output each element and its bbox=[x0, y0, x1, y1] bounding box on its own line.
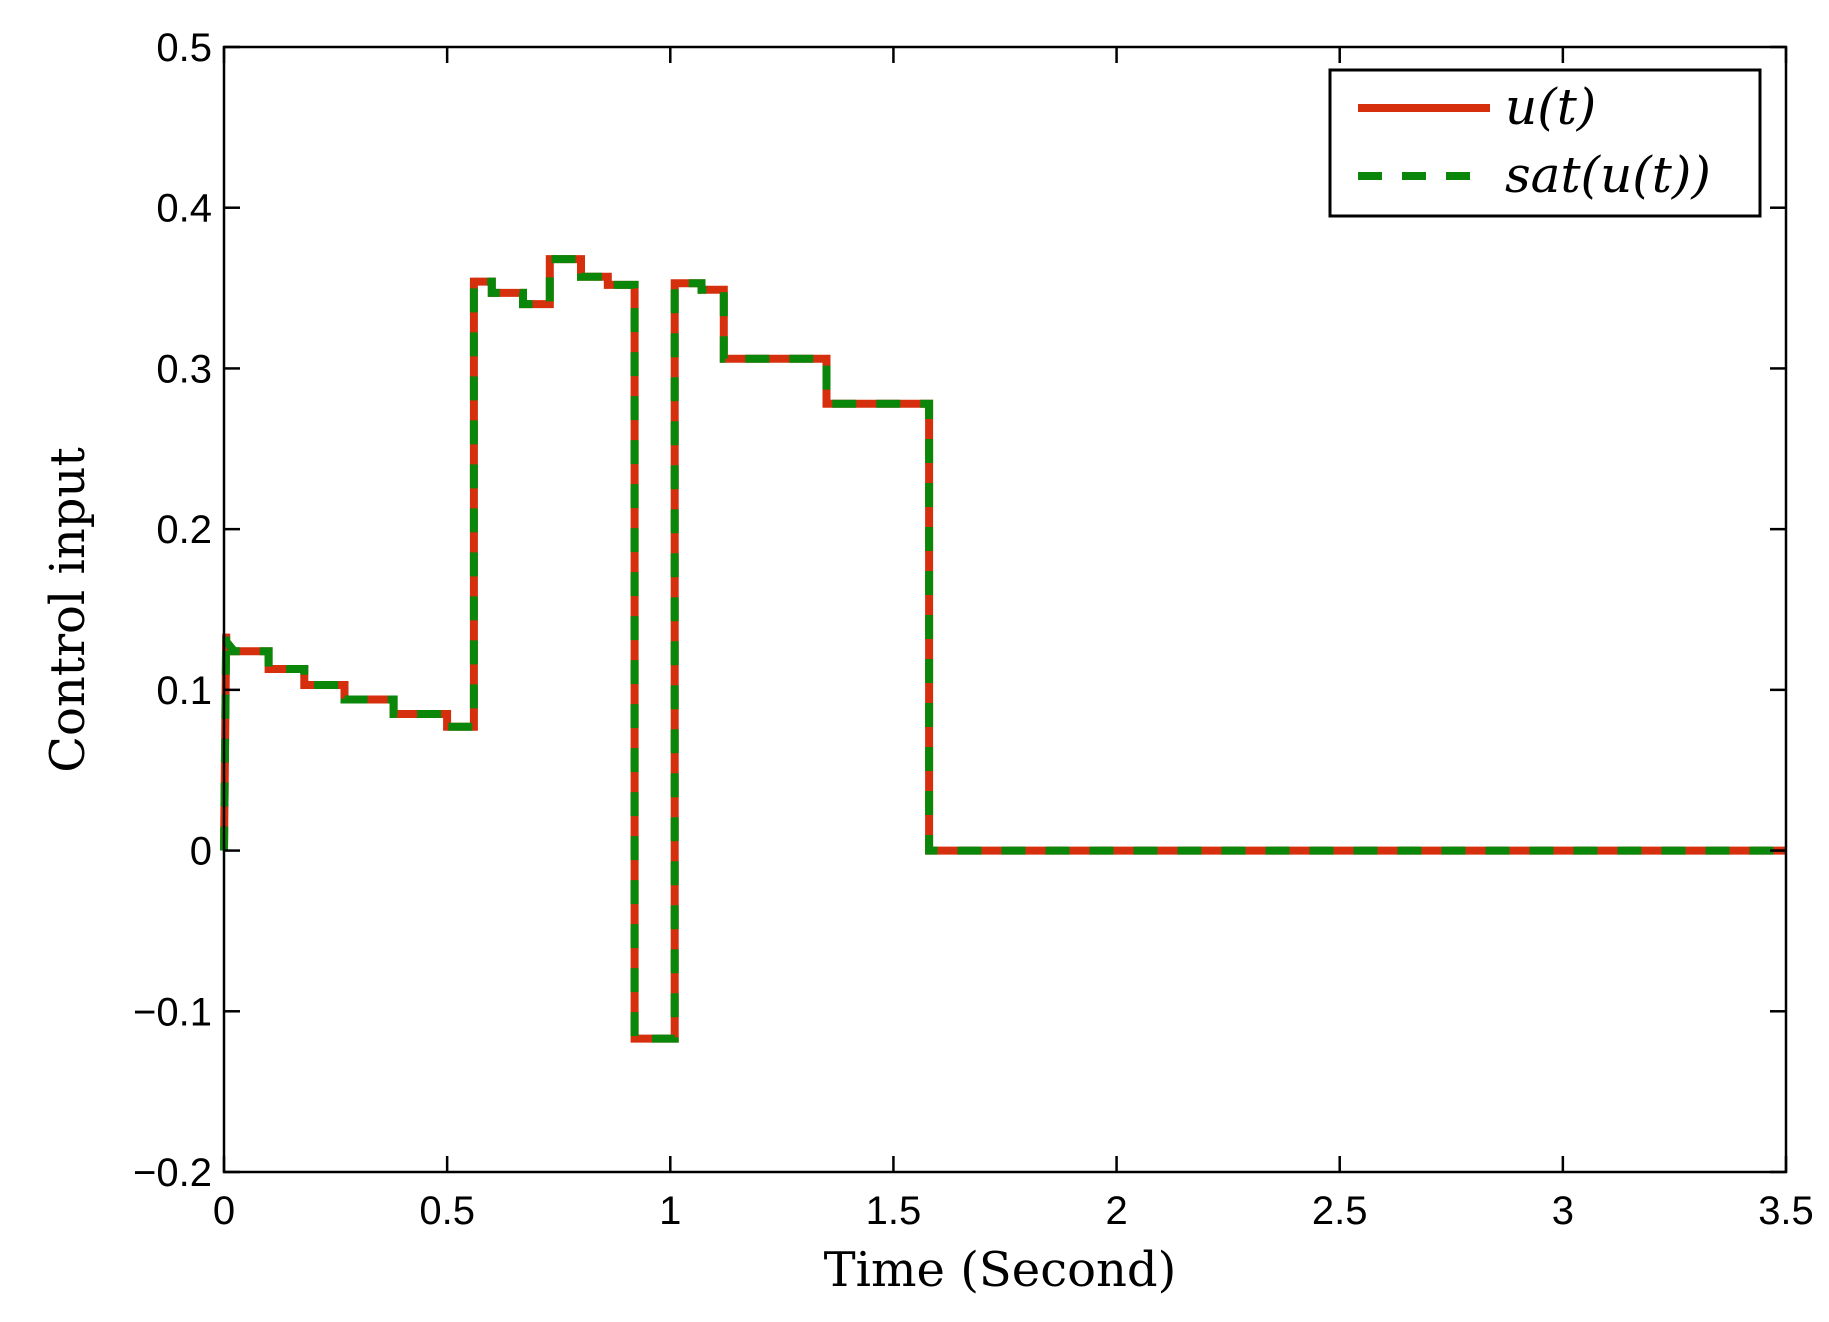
y-tick-label: 0.5 bbox=[156, 26, 212, 70]
axes-box bbox=[222, 45, 1788, 1174]
y-tick-label: 0 bbox=[190, 830, 212, 874]
y-tick-label: −0.1 bbox=[133, 990, 212, 1034]
y-axis-ticks: −0.2 −0.1 0 0.1 0.2 0.3 0.4 0.5 bbox=[133, 26, 1786, 1195]
series-line-sat bbox=[220, 255, 1786, 1043]
x-tick-label: 1.5 bbox=[866, 1189, 922, 1233]
x-tick-label: 0 bbox=[213, 1189, 235, 1233]
plot-frame-fill bbox=[224, 47, 1786, 1172]
x-tick-label: 0.5 bbox=[419, 1189, 475, 1233]
legend-label-u: u(t) bbox=[1505, 78, 1596, 136]
plot-area bbox=[224, 47, 1786, 1172]
legend-box bbox=[1328, 68, 1762, 218]
x-tick-label: 2.5 bbox=[1312, 1189, 1368, 1233]
legend-label-sat: sat(u(t)) bbox=[1505, 146, 1711, 204]
x-axis-ticks: 0 0.5 1 1.5 2 2.5 3 3.5 bbox=[213, 47, 1814, 1233]
y-tick-label: 0.1 bbox=[156, 669, 212, 713]
y-tick-label: −0.2 bbox=[133, 1151, 212, 1195]
y-tick-label: 0.4 bbox=[156, 187, 212, 231]
y-axis-title: Control input bbox=[40, 447, 96, 772]
series-layer bbox=[220, 255, 1786, 1043]
axes bbox=[222, 45, 1788, 1174]
x-tick-label: 2 bbox=[1105, 1189, 1127, 1233]
y-tick-label: 0.3 bbox=[156, 347, 212, 391]
x-tick-label: 3 bbox=[1552, 1189, 1574, 1233]
x-axis-title: Time (Second) bbox=[824, 1242, 1177, 1298]
x-tick-label: 1 bbox=[659, 1189, 681, 1233]
y-tick-label: 0.2 bbox=[156, 508, 212, 552]
x-tick-label: 3.5 bbox=[1758, 1189, 1814, 1233]
legend: u(t) sat(u(t)) bbox=[1328, 68, 1762, 218]
